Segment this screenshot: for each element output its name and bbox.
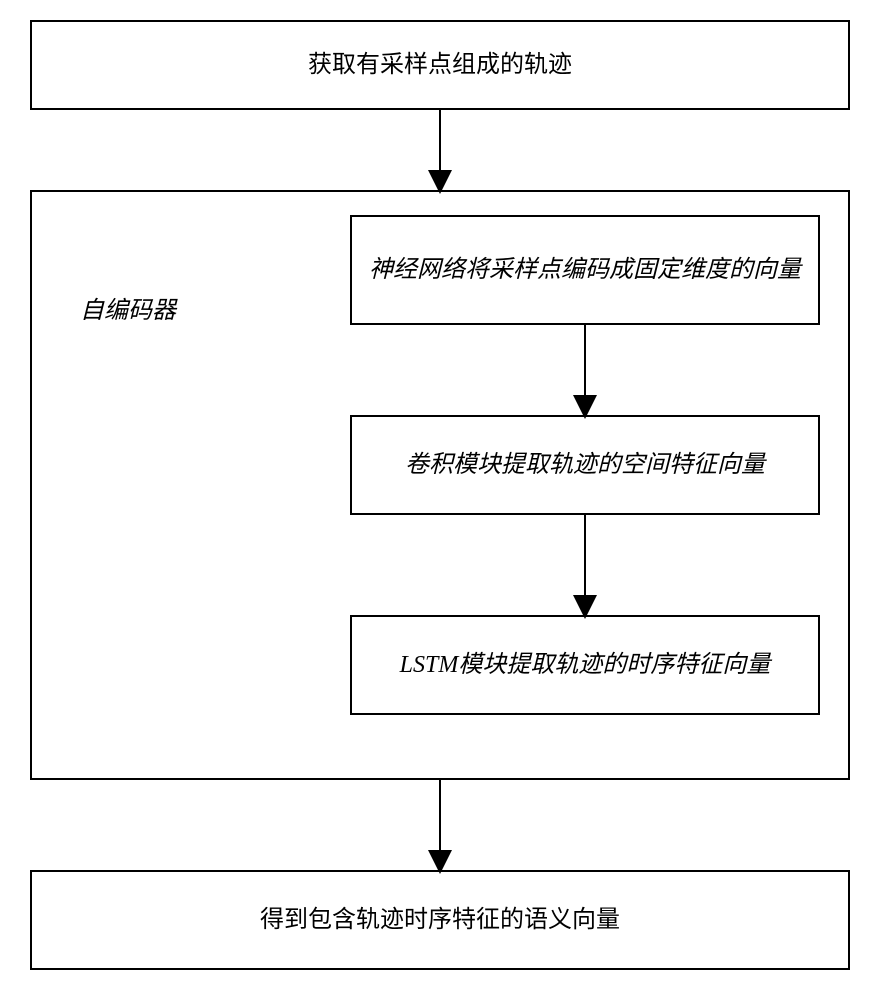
flowchart-inner-box-1: 神经网络将采样点编码成固定维度的向量 [350,215,820,325]
box-top-text: 获取有采样点组成的轨迹 [308,47,572,83]
flowchart-box-top: 获取有采样点组成的轨迹 [30,20,850,110]
flowchart-inner-box-3: LSTM模块提取轨迹的时序特征向量 [350,615,820,715]
inner2-text: 卷积模块提取轨迹的空间特征向量 [405,447,765,483]
inner1-text: 神经网络将采样点编码成固定维度的向量 [369,252,801,288]
flowchart-inner-box-2: 卷积模块提取轨迹的空间特征向量 [350,415,820,515]
inner3-text: LSTM模块提取轨迹的时序特征向量 [400,647,771,683]
container-label: 自编码器 [80,290,176,325]
flowchart-box-bottom: 得到包含轨迹时序特征的语义向量 [30,870,850,970]
container-label-text: 自编码器 [80,298,176,324]
box-bottom-text: 得到包含轨迹时序特征的语义向量 [260,902,620,938]
